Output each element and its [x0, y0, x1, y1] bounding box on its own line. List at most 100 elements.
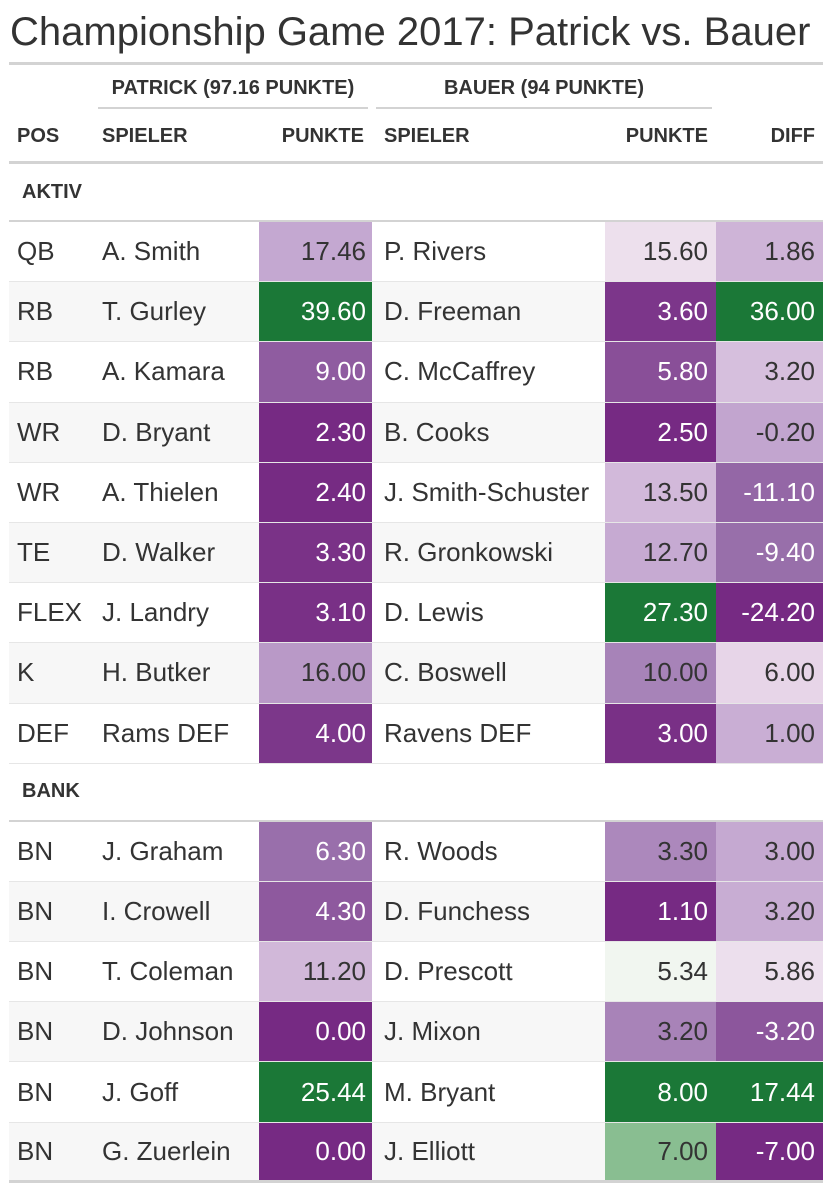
points-patrick-cell: 0.00	[259, 1122, 372, 1180]
spanner-bauer: BAUER (94 PUNKTE)	[372, 65, 716, 111]
header-pos: POS	[17, 124, 60, 147]
player-patrick-cell: J. Goff	[102, 1076, 179, 1107]
player-patrick-cell: J. Landry	[102, 597, 209, 628]
spanner-bauer-label: BAUER (94 PUNKTE)	[443, 76, 645, 99]
pos-cell: BN	[17, 835, 54, 866]
header-spieler-bauer: SPIELER	[384, 124, 470, 147]
points-bauer-cell: 2.50	[605, 402, 716, 462]
spanner-patrick-label: PATRICK (97.16 PUNKTE)	[111, 76, 355, 99]
points-patrick-cell: 9.00	[259, 342, 372, 402]
table-row: BN J. Graham 6.30 R. Woods 3.30 3.00	[9, 821, 823, 882]
table-row: BN G. Zuerlein 0.00 J. Elliott 7.00 -7.00	[9, 1122, 823, 1183]
bank-rows: BN J. Graham 6.30 R. Woods 3.30 3.00 BN I. Crow…	[9, 821, 823, 1183]
header-diff: DIFF	[770, 124, 815, 147]
points-bauer-cell: 3.60	[605, 282, 716, 342]
pos-cell: BN	[17, 1016, 54, 1047]
table-row: BN I. Crowell 4.30 D. Funchess 1.10 3.20	[9, 881, 823, 943]
pos-cell: RB	[17, 356, 54, 387]
points-bauer-cell: 1.10	[605, 881, 716, 942]
diff-cell: -24.20	[716, 583, 823, 643]
pos-cell: WR	[17, 416, 61, 447]
diff-cell: 6.00	[716, 643, 823, 703]
player-patrick-cell: A. Smith	[102, 236, 201, 267]
points-patrick-cell: 2.40	[259, 462, 372, 522]
player-bauer-cell: D. Freeman	[384, 296, 522, 327]
header-punkte-bauer: PUNKTE	[625, 124, 708, 147]
points-bauer-cell: 5.34	[605, 942, 716, 1002]
player-bauer-cell: D. Funchess	[384, 895, 530, 926]
player-bauer-cell: M. Bryant	[384, 1076, 496, 1107]
player-patrick-cell: A. Kamara	[102, 356, 225, 387]
player-bauer-cell: J. Mixon	[384, 1016, 481, 1047]
diff-cell: 1.86	[716, 222, 823, 282]
points-patrick-cell: 4.30	[259, 881, 372, 942]
points-bauer-cell: 3.00	[605, 703, 716, 763]
points-patrick-cell: 11.20	[259, 942, 372, 1002]
table-row: TE D. Walker 3.30 R. Gronkowski 12.70 -9.40	[9, 522, 823, 584]
header-punkte-patrick: PUNKTE	[281, 124, 364, 147]
pos-cell: QB	[17, 236, 55, 267]
player-bauer-cell: P. Rivers	[384, 236, 487, 267]
player-patrick-cell: A. Thielen	[102, 476, 219, 507]
diff-cell: -9.40	[716, 522, 823, 583]
points-patrick-cell: 25.44	[259, 1062, 372, 1122]
player-bauer-cell: J. Smith-Schuster	[384, 476, 590, 507]
table-row: BN J. Goff 25.44 M. Bryant 8.00 17.44	[9, 1062, 823, 1123]
diff-cell: 5.86	[716, 942, 823, 1002]
diff-cell: 3.20	[716, 881, 823, 942]
pos-cell: K	[17, 657, 35, 688]
player-bauer-cell: J. Elliott	[384, 1135, 476, 1166]
column-header-row: POS SPIELER PUNKTE SPIELER PUNKTE DIFF	[9, 111, 823, 164]
diff-cell: 3.00	[716, 821, 823, 881]
table-row: BN D. Johnson 0.00 J. Mixon 3.20 -3.20	[9, 1002, 823, 1063]
points-patrick-cell: 16.00	[259, 643, 372, 703]
pos-cell: FLEX	[17, 597, 83, 628]
diff-cell: 1.00	[716, 703, 823, 763]
pos-cell: BN	[17, 1076, 54, 1107]
points-bauer-cell: 7.00	[605, 1122, 716, 1180]
player-patrick-cell: H. Butker	[102, 657, 211, 688]
table-row: WR D. Bryant 2.30 B. Cooks 2.50 -0.20	[9, 402, 823, 463]
table-row: QB A. Smith 17.46 P. Rivers 15.60 1.86	[9, 222, 823, 283]
player-patrick-cell: I. Crowell	[102, 895, 211, 926]
player-patrick-cell: D. Johnson	[102, 1016, 234, 1047]
points-patrick-cell: 3.30	[259, 522, 372, 583]
points-bauer-cell: 3.20	[605, 1002, 716, 1062]
player-patrick-cell: T. Gurley	[102, 296, 207, 327]
table-row: K H. Butker 16.00 C. Boswell 10.00 6.00	[9, 643, 823, 704]
diff-cell: 3.20	[716, 342, 823, 402]
points-patrick-cell: 39.60	[259, 282, 372, 342]
table-row: RB T. Gurley 39.60 D. Freeman 3.60 36.00	[9, 282, 823, 343]
player-patrick-cell: Rams DEF	[102, 717, 230, 748]
header-spieler-patrick: SPIELER	[102, 124, 188, 147]
points-patrick-cell: 4.00	[259, 703, 372, 763]
player-bauer-cell: B. Cooks	[384, 416, 490, 447]
diff-cell: -11.10	[716, 462, 823, 522]
pos-cell: RB	[17, 296, 54, 327]
diff-cell: -3.20	[716, 1002, 823, 1062]
spanner-patrick: PATRICK (97.16 PUNKTE)	[94, 65, 372, 111]
page-title: Championship Game 2017: Patrick vs. Baue…	[10, 10, 811, 54]
points-patrick-cell: 6.30	[259, 821, 372, 881]
aktiv-rows: QB A. Smith 17.46 P. Rivers 15.60 1.86 RB T. Gu…	[9, 222, 823, 764]
points-patrick-cell: 17.46	[259, 222, 372, 282]
pos-cell: BN	[17, 895, 54, 926]
player-patrick-cell: T. Coleman	[102, 956, 234, 987]
player-bauer-cell: Ravens DEF	[384, 717, 532, 748]
diff-cell: 17.44	[716, 1062, 823, 1122]
table-row: BN T. Coleman 11.20 D. Prescott 5.34 5.86	[9, 942, 823, 1003]
player-bauer-cell: C. McCaffrey	[384, 356, 536, 387]
diff-cell: -7.00	[716, 1122, 823, 1180]
pos-cell: BN	[17, 956, 54, 987]
diff-cell: 36.00	[716, 282, 823, 342]
pos-cell: BN	[17, 1135, 54, 1166]
pos-cell: WR	[17, 476, 61, 507]
points-bauer-cell: 10.00	[605, 643, 716, 703]
points-patrick-cell: 0.00	[259, 1002, 372, 1062]
table-row: RB A. Kamara 9.00 C. McCaffrey 5.80 3.20	[9, 342, 823, 403]
player-patrick-cell: D. Bryant	[102, 416, 211, 447]
player-patrick-cell: G. Zuerlein	[102, 1135, 231, 1166]
points-patrick-cell: 2.30	[259, 402, 372, 462]
player-bauer-cell: D. Prescott	[384, 956, 513, 987]
